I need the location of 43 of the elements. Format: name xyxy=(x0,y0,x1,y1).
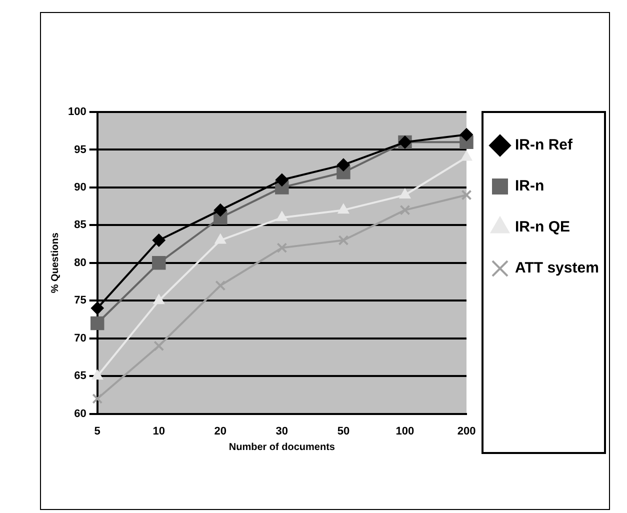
legend-label: ATT system xyxy=(515,260,599,277)
x-tick-label: 50 xyxy=(337,425,350,438)
point xyxy=(336,158,350,172)
y-tick-label: 60 xyxy=(74,408,86,420)
point xyxy=(215,280,226,291)
legend-label: IR-n xyxy=(515,178,544,195)
point xyxy=(399,188,411,198)
point xyxy=(214,234,226,244)
x-axis-title: Number of documents xyxy=(228,442,336,453)
x-tick-label: 10 xyxy=(152,425,166,438)
point xyxy=(153,294,165,304)
y-tick-label: 100 xyxy=(68,106,86,118)
y-tick-label: 65 xyxy=(74,370,86,382)
x-tick-label: 100 xyxy=(396,425,414,438)
point xyxy=(275,173,288,186)
x-tick-label: 200 xyxy=(457,425,476,438)
y-tick-label: 70 xyxy=(74,332,86,344)
y-tick-label: 80 xyxy=(74,256,86,269)
point xyxy=(338,204,350,214)
point xyxy=(154,340,164,352)
y-tick-label: 90 xyxy=(74,181,86,194)
point xyxy=(214,204,227,217)
point xyxy=(460,150,472,161)
x-tick-label: 20 xyxy=(214,425,227,438)
point xyxy=(92,370,104,380)
legend-label: IR-n Ref xyxy=(515,136,574,154)
y-tick-label: 75 xyxy=(74,294,86,307)
y-tick-label: 95 xyxy=(74,144,86,156)
point xyxy=(92,393,103,404)
point xyxy=(400,204,410,216)
x-tick-label: 30 xyxy=(276,425,288,438)
y-tick-label: 85 xyxy=(74,219,86,232)
point xyxy=(338,235,349,246)
point xyxy=(152,234,166,247)
point xyxy=(152,256,166,270)
point xyxy=(276,242,288,254)
legend-label: IR-n QE xyxy=(515,218,570,236)
x-tick-label: 5 xyxy=(94,425,100,438)
point xyxy=(90,316,104,330)
point xyxy=(461,190,472,200)
point xyxy=(276,211,288,222)
point xyxy=(460,128,473,142)
y-axis-title: % Questions xyxy=(50,232,61,294)
